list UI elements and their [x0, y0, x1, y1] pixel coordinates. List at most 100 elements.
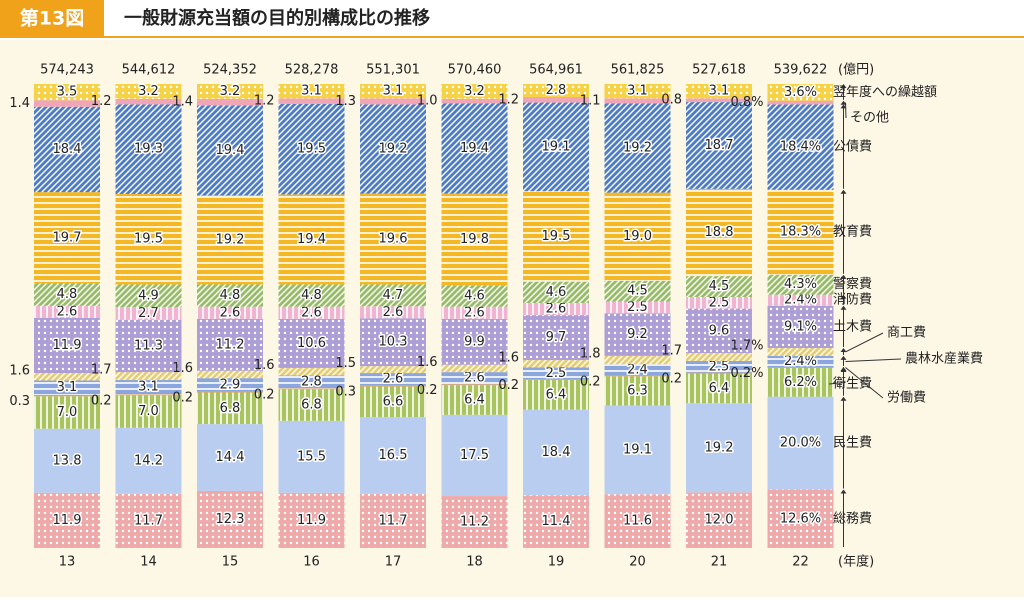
segment-label: 3.6% [784, 85, 817, 100]
segment-label: 1.7 [661, 344, 682, 359]
bar-segment [523, 380, 589, 410]
segment-label: 1.2 [91, 94, 112, 109]
bar-segment [686, 361, 752, 373]
bar-segment [360, 193, 426, 285]
segment-label: 18.4% [780, 140, 821, 155]
bar-segment [34, 380, 100, 395]
segment-label: 3.1 [138, 380, 159, 395]
bar-segment [34, 373, 100, 381]
bar-segment [441, 306, 508, 319]
x-tick-label: 14 [140, 555, 157, 570]
bar-segment [686, 84, 752, 99]
bar-segment [278, 194, 345, 285]
bar-segment [34, 394, 100, 397]
segment-label: 4.8 [57, 287, 78, 302]
bar-segment [441, 364, 508, 373]
segment-label: 7.0 [138, 404, 159, 419]
bar-segment [686, 276, 752, 297]
segment-label: 1.1 [580, 93, 601, 108]
segment-label: 17.5 [460, 448, 489, 463]
legend-label: 翌年度への繰越額 [833, 84, 937, 100]
bar-segment [441, 385, 508, 415]
figure-label: 第13図 [20, 7, 84, 30]
bar-segment [604, 364, 671, 376]
bar-segment [197, 284, 263, 307]
segment-label: 2.6 [546, 302, 567, 317]
legend-label: 消防費 [833, 292, 872, 308]
bar-segment [604, 301, 671, 314]
x-tick-label: 18 [466, 555, 483, 570]
total-label: 539,622 [774, 63, 828, 78]
bar-segment [115, 493, 182, 548]
bar-segment [604, 103, 671, 193]
segment-label: 2.4% [784, 293, 817, 308]
bar-segment [278, 389, 345, 421]
segment-label: 1.4 [9, 96, 30, 111]
segment-label: 1.4 [172, 95, 193, 110]
segment-label: 3.1 [627, 84, 648, 99]
bar-segment [767, 348, 834, 356]
segment-label: 11.9 [53, 513, 82, 528]
legend-leader [845, 358, 902, 362]
bar-segment [767, 294, 834, 306]
x-tick-label: 13 [59, 555, 76, 570]
bar-segment [523, 303, 589, 316]
bar-segment [197, 391, 263, 393]
legend-arrow [840, 294, 847, 299]
bar-segment [34, 492, 100, 548]
segment-label: 1.2 [498, 92, 519, 107]
total-label: 524,352 [203, 63, 257, 78]
bar-segment [441, 384, 508, 386]
legend-arrow [840, 355, 847, 360]
segment-label: 1.6 [417, 355, 438, 370]
legend-arrow [840, 489, 847, 494]
segment-label: 2.6 [220, 305, 241, 320]
legend-leader [828, 381, 846, 385]
total-label: 528,278 [285, 63, 339, 78]
segment-label: 11.9 [53, 338, 82, 353]
total-unit: (億円) [838, 62, 874, 78]
segment-label: 0.2 [91, 393, 112, 408]
segment-label: 2.6 [464, 305, 485, 320]
segment-label: 0.3 [9, 394, 30, 409]
bar-segment [278, 420, 345, 493]
segment-label: 2.8 [301, 374, 322, 389]
bar-segment [115, 84, 182, 99]
bar-segment [34, 84, 100, 101]
x-tick-label: 22 [792, 555, 809, 570]
bar-segment [604, 280, 671, 302]
bar-segment [360, 366, 426, 374]
bar-segment [686, 188, 752, 277]
bar-segment [523, 367, 589, 380]
bar-segment [278, 318, 345, 368]
bar-segment [278, 84, 345, 99]
bar-segment [34, 428, 100, 493]
segment-label: 2.8 [546, 83, 567, 98]
bar-segment [115, 372, 182, 381]
segment-label: 4.6 [546, 285, 567, 300]
legend-label: 衛生費 [833, 377, 872, 392]
segment-label: 9.1% [784, 319, 817, 334]
bar-segment [767, 489, 834, 548]
segment-label: 0.8% [730, 95, 763, 110]
x-tick-label: 19 [548, 555, 565, 570]
segment-label: 6.4 [464, 392, 485, 407]
segment-label: 2.5 [546, 366, 567, 381]
segment-label: 12.0 [705, 513, 734, 528]
legend-arrow [840, 348, 847, 353]
bar-segment [34, 106, 100, 193]
segment-label: 7.0 [57, 405, 78, 420]
bar-segment [197, 424, 263, 491]
legend-arrow [840, 84, 847, 88]
segment-label: 3.5 [57, 85, 78, 100]
bar-segment [278, 103, 345, 195]
bar-segment [34, 305, 100, 318]
segment-label: 3.2 [464, 84, 485, 99]
bar-segment [115, 307, 182, 320]
x-tick-label: 20 [629, 555, 646, 570]
segment-label: 0.2 [172, 391, 193, 406]
bar-segment [441, 372, 508, 385]
segment-label: 19.3 [134, 142, 163, 157]
segment-label: 19.2 [379, 141, 408, 156]
legend-label: 警察費 [833, 276, 872, 292]
